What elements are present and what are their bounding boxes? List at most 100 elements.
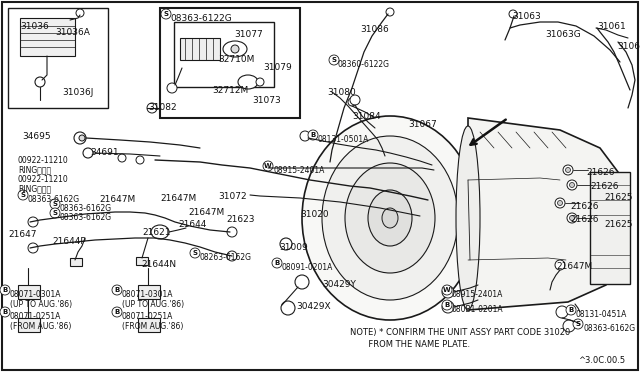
Text: 31072: 31072 [218, 192, 246, 201]
Text: (UP TO AUG.'86): (UP TO AUG.'86) [10, 300, 72, 309]
Text: 31082: 31082 [148, 103, 177, 112]
Ellipse shape [368, 190, 412, 246]
Text: 31064: 31064 [617, 42, 640, 51]
Text: 31036J: 31036J [62, 88, 93, 97]
Text: 08071-0301A: 08071-0301A [122, 290, 173, 299]
Text: 31077: 31077 [234, 30, 263, 39]
Bar [590, 172, 630, 284]
Text: S: S [193, 250, 198, 256]
Text: 21625: 21625 [604, 193, 632, 202]
Circle shape [28, 217, 38, 227]
Text: S: S [575, 321, 580, 327]
Circle shape [231, 45, 239, 53]
Circle shape [18, 190, 28, 200]
Circle shape [112, 307, 122, 317]
Circle shape [300, 131, 310, 141]
Text: 32710M: 32710M [218, 55, 254, 64]
Circle shape [50, 199, 60, 209]
Circle shape [28, 243, 38, 253]
Text: 00922-11210: 00922-11210 [18, 156, 68, 165]
Text: B: B [310, 132, 316, 138]
Text: B: B [568, 307, 573, 313]
Text: 08363-6162G: 08363-6162G [583, 324, 635, 333]
Text: 31061: 31061 [597, 22, 626, 31]
Text: S: S [332, 57, 337, 63]
Bar [174, 22, 274, 87]
Text: 08263-6162G: 08263-6162G [200, 253, 252, 262]
Circle shape [442, 300, 452, 310]
Text: 08131-0451A: 08131-0451A [576, 310, 627, 319]
Text: 31067: 31067 [408, 120, 436, 129]
Text: 21647M: 21647M [188, 208, 224, 217]
Circle shape [563, 320, 575, 332]
Text: 21647: 21647 [8, 230, 36, 239]
Text: 08915-2401A: 08915-2401A [452, 290, 504, 299]
Bar [180, 38, 220, 60]
Text: 31020: 31020 [300, 210, 328, 219]
Text: S: S [20, 192, 26, 198]
Circle shape [0, 285, 10, 295]
Text: 21626: 21626 [590, 182, 618, 191]
Text: NOTE) * CONFIRM THE UNIT ASSY PART CODE 31020: NOTE) * CONFIRM THE UNIT ASSY PART CODE … [350, 328, 570, 337]
Circle shape [308, 130, 318, 140]
Circle shape [79, 135, 85, 141]
Circle shape [227, 227, 237, 237]
Text: FROM THE NAME PLATE.: FROM THE NAME PLATE. [350, 340, 470, 349]
Circle shape [263, 161, 273, 171]
Text: 21647M: 21647M [160, 194, 196, 203]
Circle shape [280, 238, 292, 250]
Circle shape [557, 201, 563, 205]
Circle shape [567, 180, 577, 190]
Circle shape [570, 183, 575, 187]
Text: 21644P: 21644P [52, 237, 86, 246]
Text: (FROM AUG.'86): (FROM AUG.'86) [10, 322, 72, 331]
Text: 08091-0201A: 08091-0201A [282, 263, 333, 272]
Text: (FROM AUG.'86): (FROM AUG.'86) [122, 322, 184, 331]
Text: 31036A: 31036A [55, 28, 90, 37]
Text: RINGリング: RINGリング [18, 184, 51, 193]
Text: 34695: 34695 [22, 132, 51, 141]
Text: 21647M: 21647M [556, 262, 592, 271]
Text: RINGリング: RINGリング [18, 165, 51, 174]
Text: 21644: 21644 [178, 220, 206, 229]
Circle shape [112, 285, 122, 295]
Ellipse shape [151, 225, 169, 239]
Text: W: W [443, 287, 451, 293]
Text: 31073: 31073 [252, 96, 281, 105]
Text: 08071-0301A: 08071-0301A [10, 290, 61, 299]
Circle shape [386, 8, 394, 16]
Text: B: B [275, 260, 280, 266]
Text: 31009: 31009 [279, 243, 308, 252]
Circle shape [167, 83, 177, 93]
Text: 08360-6122G: 08360-6122G [338, 60, 390, 69]
Text: B: B [115, 287, 120, 293]
Text: 08363-6162G: 08363-6162G [60, 204, 112, 213]
Text: W: W [264, 163, 272, 169]
Text: 21626: 21626 [570, 202, 598, 211]
Text: S: S [163, 11, 168, 17]
Circle shape [348, 98, 356, 106]
Text: 21644N: 21644N [141, 260, 176, 269]
Text: 08363-6122G: 08363-6122G [170, 14, 232, 23]
Bar [18, 318, 40, 332]
Text: 30429X: 30429X [296, 302, 331, 311]
Bar [20, 18, 75, 56]
Text: (UP TO AUG.'86): (UP TO AUG.'86) [122, 300, 184, 309]
Ellipse shape [345, 163, 435, 273]
Text: 31079: 31079 [263, 63, 292, 72]
Text: 080B1-0201A: 080B1-0201A [452, 305, 504, 314]
Text: B: B [3, 287, 8, 293]
Text: 08915-2401A: 08915-2401A [273, 166, 324, 175]
Text: 31084: 31084 [352, 112, 381, 121]
Circle shape [0, 307, 10, 317]
Circle shape [136, 156, 144, 164]
Text: 00922-11210: 00922-11210 [18, 175, 68, 184]
Bar [70, 258, 82, 266]
Circle shape [326, 159, 334, 167]
Bar [138, 318, 160, 332]
Circle shape [35, 77, 45, 87]
Circle shape [555, 198, 565, 208]
Ellipse shape [382, 208, 398, 228]
Text: 31080: 31080 [327, 88, 356, 97]
Text: 08071-0251A: 08071-0251A [10, 312, 61, 321]
